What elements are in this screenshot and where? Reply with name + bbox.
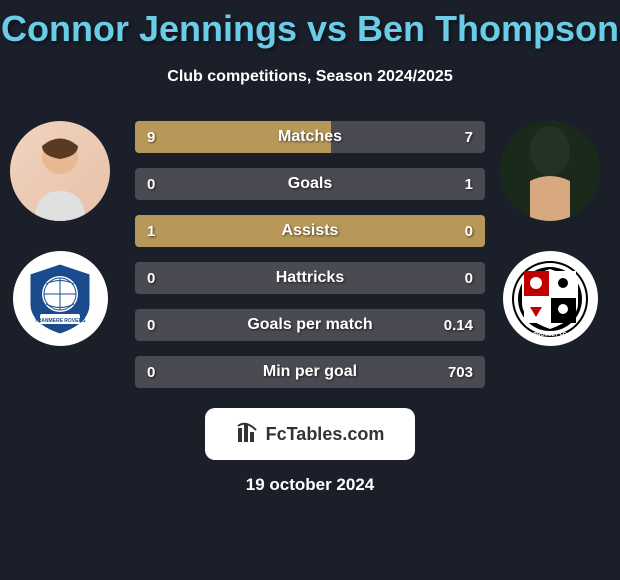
stat-right-value: 703 (425, 364, 485, 381)
player2-face-icon (500, 121, 600, 221)
right-avatars: BROMLEY·FC (500, 121, 600, 346)
svg-text:TRANMERE ROVERS: TRANMERE ROVERS (35, 318, 87, 324)
stat-right-value: 1 (425, 176, 485, 193)
source-text: FcTables.com (266, 424, 385, 445)
stat-label: Goals (195, 175, 425, 193)
stat-left-value: 9 (135, 129, 195, 146)
content-area: TRANMERE ROVERS (0, 121, 620, 495)
stat-row-assists: 1 Assists 0 (135, 215, 485, 247)
stat-label: Matches (195, 128, 425, 146)
stat-row-mpg: 0 Min per goal 703 (135, 356, 485, 388)
stat-left-value: 0 (135, 176, 195, 193)
stat-right-value: 0.14 (425, 317, 485, 334)
title: Connor Jennings vs Ben Thompson (0, 0, 620, 50)
svg-text:BROMLEY·FC: BROMLEY·FC (533, 332, 567, 338)
fctables-icon (236, 422, 260, 446)
stat-label: Min per goal (195, 363, 425, 381)
stat-label: Goals per match (195, 316, 425, 334)
stat-left-value: 0 (135, 270, 195, 287)
stat-row-goals: 0 Goals 1 (135, 168, 485, 200)
stats-list: 9 Matches 7 0 Goals 1 1 Assists 0 0 Hatt… (135, 121, 485, 388)
player2-avatar (500, 121, 600, 221)
stat-left-value: 0 (135, 364, 195, 381)
player1-face-icon (10, 121, 110, 221)
stat-row-gpm: 0 Goals per match 0.14 (135, 309, 485, 341)
left-avatars: TRANMERE ROVERS (10, 121, 110, 346)
stat-right-value: 0 (425, 223, 485, 240)
stat-row-hattricks: 0 Hattricks 0 (135, 262, 485, 294)
date: 19 october 2024 (246, 475, 375, 495)
comparison-card: Connor Jennings vs Ben Thompson Club com… (0, 0, 620, 580)
player1-club-badge: TRANMERE ROVERS (13, 251, 108, 346)
source-badge: FcTables.com (205, 408, 415, 460)
stat-left-value: 1 (135, 223, 195, 240)
player1-avatar (10, 121, 110, 221)
stat-right-value: 7 (425, 129, 485, 146)
subtitle: Club competitions, Season 2024/2025 (0, 68, 620, 86)
stat-label: Assists (195, 222, 425, 240)
stat-right-value: 0 (425, 270, 485, 287)
stat-left-value: 0 (135, 317, 195, 334)
stat-row-matches: 9 Matches 7 (135, 121, 485, 153)
stat-label: Hattricks (195, 269, 425, 287)
footer: FcTables.com 19 october 2024 (10, 408, 610, 495)
player2-club-badge: BROMLEY·FC (503, 251, 598, 346)
